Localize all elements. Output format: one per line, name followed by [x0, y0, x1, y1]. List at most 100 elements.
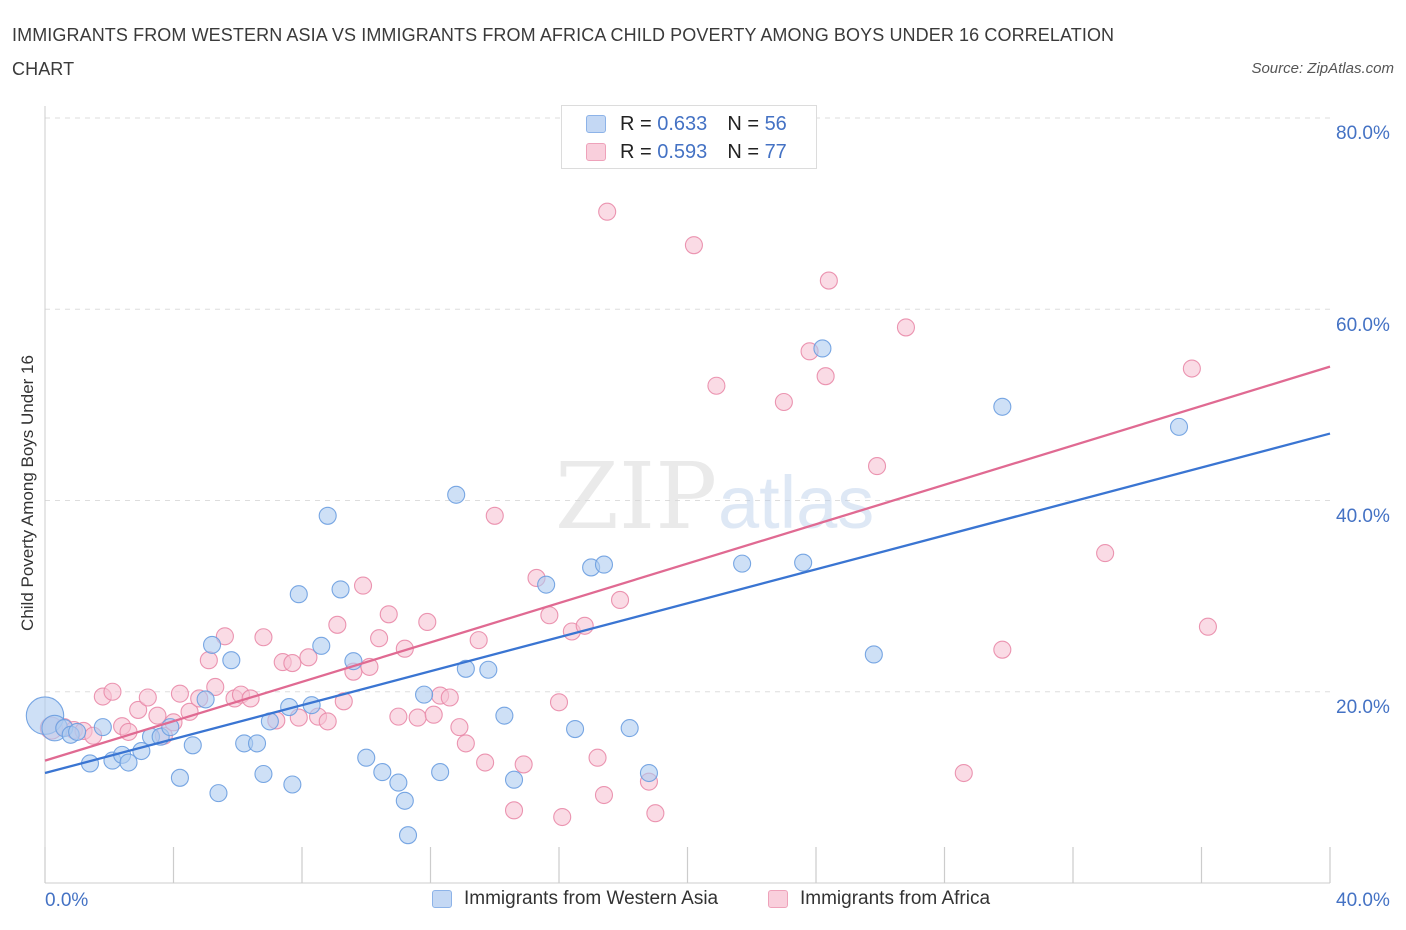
- y-tick-label-60: 60.0%: [1336, 315, 1390, 336]
- africa-point[interactable]: [103, 682, 122, 701]
- africa-point[interactable]: [199, 651, 218, 670]
- n-value: 56: [764, 112, 787, 135]
- africa-point[interactable]: [684, 236, 703, 255]
- africa-point[interactable]: [485, 506, 504, 525]
- western-asia-point[interactable]: [993, 397, 1012, 416]
- western-asia-point[interactable]: [620, 719, 639, 738]
- africa-point[interactable]: [540, 606, 559, 625]
- western-asia-point[interactable]: [203, 635, 222, 654]
- western-asia-point[interactable]: [373, 763, 392, 782]
- africa-point[interactable]: [469, 631, 488, 650]
- africa-point[interactable]: [170, 684, 189, 703]
- africa-point[interactable]: [774, 392, 793, 412]
- western-asia-point[interactable]: [312, 636, 331, 655]
- western-asia-point[interactable]: [639, 763, 659, 783]
- africa-point[interactable]: [514, 755, 533, 774]
- western-asia-point[interactable]: [398, 826, 418, 845]
- western-asia-point[interactable]: [170, 768, 189, 787]
- western-asia-point[interactable]: [813, 339, 832, 358]
- africa-point[interactable]: [440, 688, 459, 707]
- western-asia-point[interactable]: [283, 775, 302, 794]
- western-asia-point[interactable]: [504, 770, 524, 789]
- africa-point[interactable]: [553, 807, 572, 827]
- western-asia-point[interactable]: [389, 773, 408, 792]
- africa-point[interactable]: [504, 801, 524, 820]
- western-asia-point[interactable]: [289, 585, 308, 604]
- africa-point[interactable]: [993, 640, 1012, 659]
- western-asia-swatch: [432, 890, 452, 908]
- western-asia-point[interactable]: [395, 791, 414, 810]
- africa-point[interactable]: [954, 763, 973, 783]
- africa-point[interactable]: [283, 654, 302, 673]
- africa-point[interactable]: [418, 612, 437, 631]
- western-asia-point[interactable]: [357, 748, 376, 767]
- legend-item-africa[interactable]: Immigrants from Africa: [768, 888, 990, 910]
- africa-point[interactable]: [598, 202, 617, 221]
- western-asia-point[interactable]: [537, 575, 556, 594]
- x-tick-label-max: 40.0%: [1336, 890, 1390, 911]
- western-asia-point[interactable]: [447, 485, 466, 504]
- western-asia-point[interactable]: [415, 685, 434, 704]
- western-asia-point[interactable]: [254, 764, 273, 784]
- western-asia-point[interactable]: [331, 580, 350, 599]
- africa-point[interactable]: [318, 712, 337, 731]
- africa-trend-line: [44, 365, 1331, 762]
- africa-point[interactable]: [138, 688, 157, 707]
- western-asia-point[interactable]: [495, 706, 514, 725]
- africa-point[interactable]: [424, 705, 443, 724]
- western-asia-point[interactable]: [247, 734, 267, 753]
- africa-point[interactable]: [867, 457, 887, 476]
- western-asia-point[interactable]: [566, 719, 585, 739]
- western-asia-point[interactable]: [183, 736, 202, 755]
- africa-point[interactable]: [1182, 359, 1201, 378]
- africa-point[interactable]: [476, 753, 495, 772]
- western-asia-point[interactable]: [68, 722, 87, 741]
- africa-point[interactable]: [1096, 544, 1115, 563]
- watermark-atlas: atlas: [718, 461, 874, 544]
- africa-point[interactable]: [707, 376, 726, 395]
- western-asia-point[interactable]: [196, 690, 215, 709]
- western-asia-point[interactable]: [119, 753, 138, 772]
- western-asia-point[interactable]: [794, 553, 813, 572]
- western-asia-point[interactable]: [594, 555, 614, 574]
- africa-point[interactable]: [206, 677, 225, 697]
- western-asia-point[interactable]: [222, 651, 241, 670]
- chart-source: Source: ZipAtlas.com: [1251, 60, 1394, 77]
- africa-point[interactable]: [215, 627, 234, 646]
- legend-item-western-asia[interactable]: Immigrants from Western Asia: [432, 888, 718, 910]
- series-legend: Immigrants from Western Asia Immigrants …: [0, 888, 1406, 916]
- western-asia-point[interactable]: [479, 660, 498, 679]
- africa-point[interactable]: [379, 605, 398, 624]
- africa-point[interactable]: [896, 318, 916, 337]
- africa-point[interactable]: [456, 734, 475, 753]
- africa-point[interactable]: [299, 648, 318, 667]
- western-asia-point[interactable]: [209, 784, 228, 803]
- africa-point[interactable]: [610, 590, 630, 610]
- western-asia-point[interactable]: [431, 763, 450, 782]
- africa-point[interactable]: [594, 785, 614, 805]
- y-axis-title: Child Poverty Among Boys Under 16: [18, 355, 37, 631]
- axes: [44, 106, 1331, 884]
- western-asia-point[interactable]: [456, 659, 475, 678]
- africa-point[interactable]: [408, 708, 427, 727]
- africa-point[interactable]: [1198, 617, 1217, 636]
- africa-point[interactable]: [328, 615, 347, 634]
- africa-point[interactable]: [819, 271, 838, 290]
- africa-point[interactable]: [816, 367, 835, 386]
- western-asia-point[interactable]: [1169, 417, 1189, 436]
- western-asia-point[interactable]: [93, 718, 112, 737]
- africa-point[interactable]: [129, 700, 148, 719]
- africa-point[interactable]: [334, 692, 353, 711]
- africa-point[interactable]: [588, 748, 607, 767]
- western-asia-point[interactable]: [864, 645, 883, 664]
- western-asia-point[interactable]: [733, 554, 752, 573]
- africa-point[interactable]: [254, 628, 273, 647]
- africa-point[interactable]: [370, 629, 389, 648]
- africa-point[interactable]: [450, 718, 469, 737]
- africa-point[interactable]: [148, 706, 167, 725]
- western-asia-point[interactable]: [318, 506, 337, 525]
- africa-point[interactable]: [389, 707, 408, 726]
- africa-point[interactable]: [646, 804, 665, 823]
- africa-point[interactable]: [549, 693, 569, 712]
- africa-point[interactable]: [353, 576, 373, 595]
